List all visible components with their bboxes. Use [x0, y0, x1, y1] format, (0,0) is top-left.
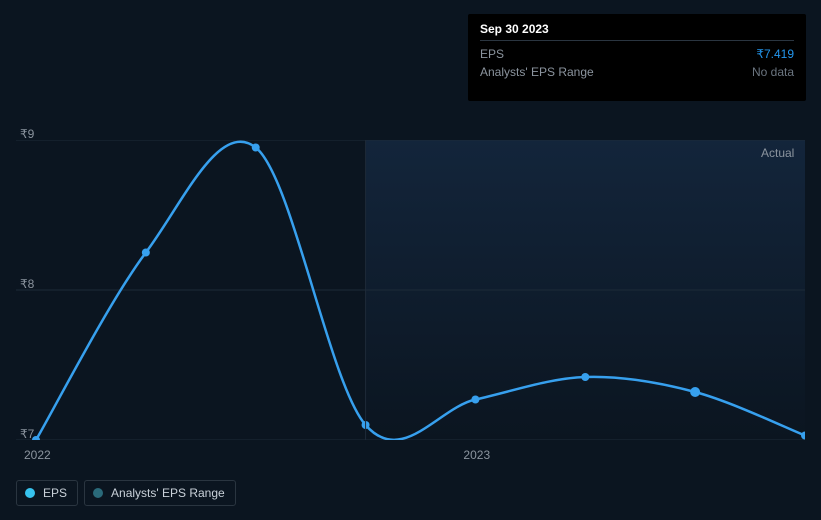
tooltip-value: ₹7.419 [756, 47, 794, 61]
eps-chart: Sep 30 2023 EPS ₹7.419 Analysts' EPS Ran… [0, 0, 821, 520]
chart-legend: EPS Analysts' EPS Range [16, 480, 236, 506]
legend-label: Analysts' EPS Range [111, 486, 225, 500]
x-tick-label: 2023 [463, 448, 490, 462]
legend-item-eps[interactable]: EPS [16, 480, 78, 506]
actual-region-label: Actual [761, 146, 794, 160]
tooltip-value: No data [752, 65, 794, 79]
tooltip-label: EPS [480, 47, 504, 61]
tooltip-row: EPS ₹7.419 [480, 45, 794, 63]
chart-plot[interactable] [16, 140, 805, 440]
tooltip-row: Analysts' EPS Range No data [480, 63, 794, 81]
tooltip-label: Analysts' EPS Range [480, 65, 594, 79]
legend-item-analysts-range[interactable]: Analysts' EPS Range [84, 480, 236, 506]
legend-label: EPS [43, 486, 67, 500]
chart-tooltip: Sep 30 2023 EPS ₹7.419 Analysts' EPS Ran… [468, 14, 806, 101]
y-tick-label: ₹8 [20, 277, 34, 291]
x-tick-label: 2022 [24, 448, 51, 462]
tooltip-date: Sep 30 2023 [480, 22, 794, 41]
legend-swatch-icon [93, 488, 103, 498]
y-tick-label: ₹9 [20, 127, 34, 141]
legend-swatch-icon [25, 488, 35, 498]
y-tick-label: ₹7 [20, 427, 34, 441]
